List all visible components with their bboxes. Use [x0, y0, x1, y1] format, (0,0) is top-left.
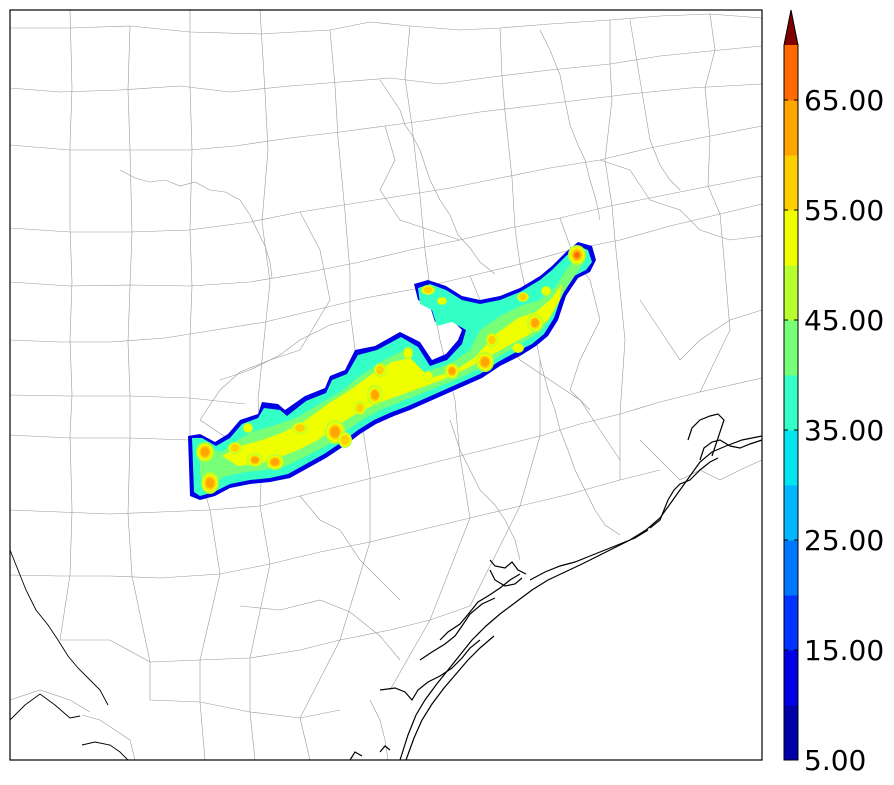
storm-cell-contour	[340, 434, 350, 446]
colorbar-segment	[784, 100, 798, 156]
colorbar-tick-label: 65.00	[804, 84, 884, 117]
storm-cell-contour	[251, 456, 259, 464]
storm-cell-contour	[423, 371, 433, 381]
storm-cell-contour	[371, 390, 379, 400]
storm-cell-contour	[270, 458, 280, 466]
storm-cell	[541, 286, 551, 296]
colorbar-segment	[784, 595, 798, 651]
storm-cell-contour	[230, 444, 240, 452]
storm-cell	[423, 371, 433, 381]
storm-cell-contour	[513, 343, 523, 353]
map-frame	[9, 9, 763, 761]
colorbar-segments	[784, 45, 798, 761]
storm-cell-contour	[403, 348, 413, 358]
colorbar-tick-label: 45.00	[804, 304, 884, 337]
colorbar-segment	[784, 265, 798, 321]
storm-cell	[247, 453, 263, 467]
storm-cell	[292, 422, 308, 434]
storm-cell-contour	[448, 367, 456, 375]
storm-cell	[201, 472, 219, 494]
storm-cell	[527, 314, 543, 332]
colorbar-segment	[784, 430, 798, 486]
colorbar-extend-arrow	[784, 10, 798, 45]
colorbar-tick-label: 25.00	[804, 524, 884, 557]
storm-cell	[338, 432, 352, 448]
storm-cell	[445, 363, 459, 379]
storm-cells	[196, 245, 586, 494]
storm-cell-contour	[200, 447, 210, 457]
colorbar-ticks: 5.00 15.00 25.00 35.00 45.00 55.00 65.00	[784, 84, 884, 777]
field-contour-45	[222, 284, 562, 466]
county-boundaries	[9, 9, 763, 761]
storm-cell	[517, 292, 529, 302]
storm-cell	[367, 385, 383, 405]
storm-cell-contour	[437, 297, 447, 305]
storm-cell-contour	[519, 293, 527, 301]
storm-cell	[354, 401, 366, 415]
colorbar-segment	[784, 540, 798, 596]
storm-cell	[437, 297, 447, 305]
colorbar-segment	[784, 155, 798, 211]
colorbar-tick-label: 55.00	[804, 194, 884, 227]
storm-cell	[476, 352, 494, 372]
storm-cell	[512, 343, 524, 353]
storm-cell-contour	[294, 424, 306, 432]
storm-cell-contour	[541, 286, 551, 296]
storm-cell	[486, 333, 498, 347]
storm-cell-contour	[356, 403, 364, 413]
storm-cell-contour	[243, 423, 253, 433]
storm-cell-contour	[531, 318, 539, 328]
storm-cell-contour	[574, 252, 580, 258]
storm-cell	[568, 245, 586, 265]
storm-cell	[196, 442, 214, 462]
storm-cell-contour	[330, 426, 340, 438]
colorbar-segment	[784, 650, 798, 706]
storm-cell	[266, 454, 284, 470]
storm-cell-contour	[205, 477, 215, 489]
colorbar-tick-label: 15.00	[804, 634, 884, 667]
storm-cell	[228, 442, 242, 454]
coastline	[349, 413, 763, 761]
map-panel	[9, 9, 763, 761]
colorbar-segment	[784, 375, 798, 431]
colorbar-segment	[784, 485, 798, 541]
storm-cell	[421, 285, 435, 295]
storm-cell	[243, 423, 253, 433]
storm-cell-contour	[423, 286, 433, 294]
storm-cell-contour	[480, 357, 490, 367]
river-boundaries	[119, 19, 681, 761]
colorbar-segment	[784, 705, 798, 761]
storm-cell	[403, 347, 413, 359]
colorbar-segment	[784, 210, 798, 266]
storm-cell-contour	[376, 365, 384, 375]
colorbar-tick-label: 5.00	[804, 744, 866, 777]
storm-cell-contour	[488, 335, 496, 345]
colorbar-segment	[784, 45, 798, 101]
colorbar: 5.00 15.00 25.00 35.00 45.00 55.00 65.00	[783, 9, 884, 777]
colorbar-segment	[784, 320, 798, 376]
storm-cell	[374, 363, 386, 377]
colorbar-tick-label: 35.00	[804, 414, 884, 447]
state-border	[9, 549, 129, 761]
